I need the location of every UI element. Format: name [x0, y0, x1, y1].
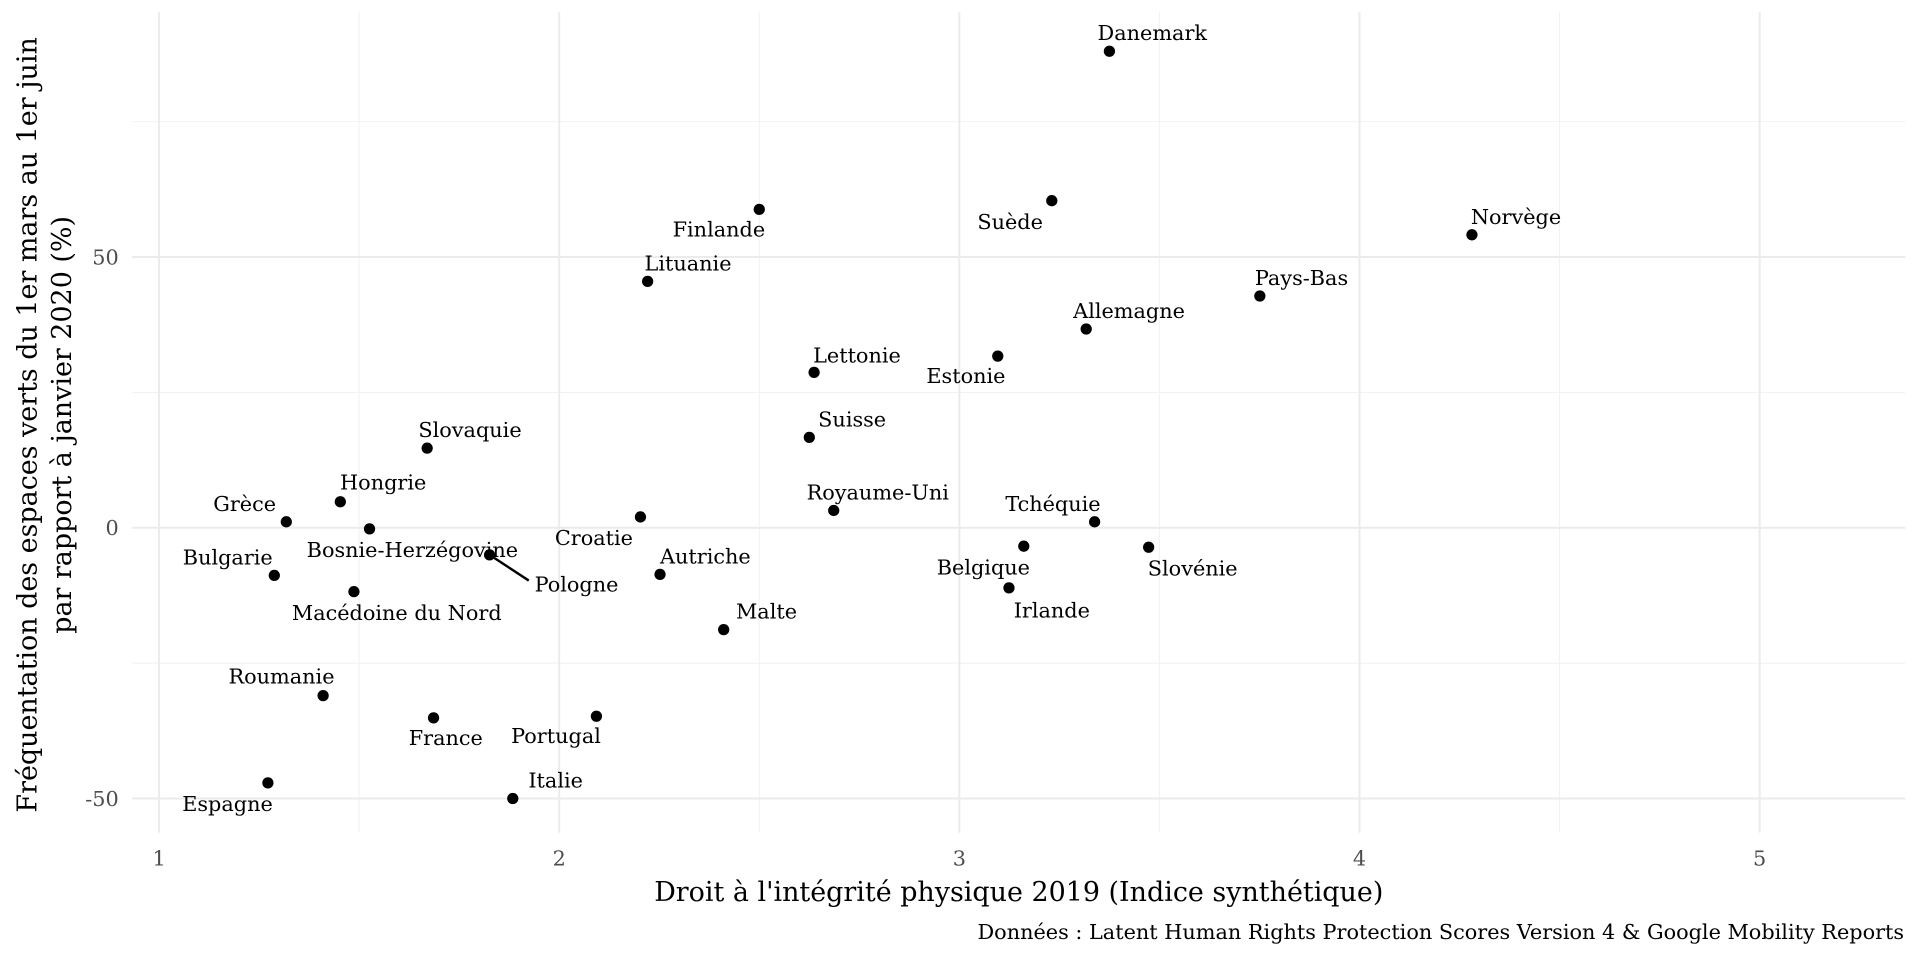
- point-label: France: [409, 726, 483, 750]
- data-point: [507, 792, 519, 805]
- point-label: Lituanie: [645, 251, 732, 275]
- point-label: Suisse: [818, 407, 886, 431]
- point-label: Lettonie: [813, 344, 901, 368]
- point-label: Belgique: [937, 555, 1030, 579]
- data-point: [317, 690, 329, 702]
- point-label: Bulgarie: [183, 545, 273, 569]
- data-point: [1466, 229, 1478, 241]
- data-point: [280, 516, 292, 528]
- points: Danemark Suède Finlande Norvège Lituanie Pays…: [182, 21, 1561, 816]
- data-point: [262, 777, 274, 789]
- data-point: [992, 350, 1004, 362]
- data-point: [334, 496, 346, 508]
- point-label: Hongrie: [340, 471, 426, 495]
- x-axis-title: Droit à l'intégrité physique 2019 (Indic…: [654, 877, 1383, 908]
- data-point: [590, 710, 603, 722]
- y-axis-title-line-1: Fréquentation des espaces verts du 1er m…: [13, 37, 44, 812]
- point-label: Slovaquie: [418, 418, 521, 442]
- data-point: [634, 511, 647, 523]
- point-label: Tchéquie: [1005, 492, 1100, 516]
- data-point: [1254, 290, 1266, 302]
- data-point: [654, 568, 666, 580]
- point-label: Pologne: [535, 573, 619, 597]
- x-tick-label: 3: [953, 847, 966, 871]
- data-point: [753, 203, 765, 215]
- data-point: [348, 586, 360, 598]
- point-label: Irlande: [1014, 598, 1090, 622]
- y-tick-label: -50: [85, 787, 119, 811]
- data-point: [1103, 45, 1116, 57]
- x-tick-label: 1: [152, 847, 165, 871]
- data-point: [642, 275, 654, 288]
- data-point: [718, 623, 730, 636]
- point-label: Malte: [736, 600, 797, 624]
- point-label: Finlande: [673, 217, 766, 241]
- x-tick-label: 2: [553, 847, 566, 871]
- data-point: [1080, 323, 1092, 335]
- point-label: Roumanie: [228, 664, 334, 688]
- data-point: [421, 442, 433, 454]
- point-label: Bosnie-Herzégovine: [307, 538, 518, 562]
- point-label: Norvège: [1471, 205, 1561, 229]
- point-label: Allemagne: [1072, 299, 1185, 323]
- data-point: [828, 504, 840, 517]
- y-tick-label: 0: [106, 516, 119, 540]
- point-label: Pays-Bas: [1255, 266, 1348, 290]
- label-leader-line: [488, 553, 530, 582]
- point-label: Suède: [977, 210, 1043, 234]
- x-tick-label: 5: [1753, 847, 1766, 871]
- point-label: Danemark: [1098, 21, 1208, 45]
- grid: [132, 12, 1906, 833]
- point-label: Estonie: [926, 364, 1005, 388]
- y-tick-label: 50: [92, 245, 118, 269]
- data-point: [268, 569, 280, 582]
- data-point: [483, 549, 496, 561]
- data-point: [1046, 195, 1058, 207]
- point-label: Slovénie: [1148, 556, 1238, 580]
- point-label: Autriche: [659, 544, 751, 568]
- data-point: [808, 366, 820, 378]
- data-point: [1088, 516, 1101, 528]
- point-label: Espagne: [182, 792, 273, 816]
- data-point: [363, 523, 376, 535]
- data-point: [427, 712, 440, 724]
- data-point: [1142, 541, 1155, 553]
- point-label: Macédoine du Nord: [292, 601, 502, 625]
- axis-ticks: 1 2 3 4 5 -50 0 50: [85, 245, 1766, 870]
- y-axis-title-line-2: par rapport à janvier 2020 (%): [47, 216, 78, 634]
- point-label: Portugal: [511, 724, 601, 748]
- point-label: Grèce: [213, 492, 276, 516]
- data-point: [803, 431, 815, 443]
- point-label: Italie: [528, 769, 583, 793]
- point-label: Royaume-Uni: [807, 480, 950, 504]
- x-tick-label: 4: [1353, 847, 1366, 871]
- data-point: [1003, 582, 1015, 594]
- caption: Données : Latent Human Rights Protection…: [978, 920, 1905, 944]
- data-point: [1018, 540, 1030, 552]
- point-label: Croatie: [555, 526, 633, 550]
